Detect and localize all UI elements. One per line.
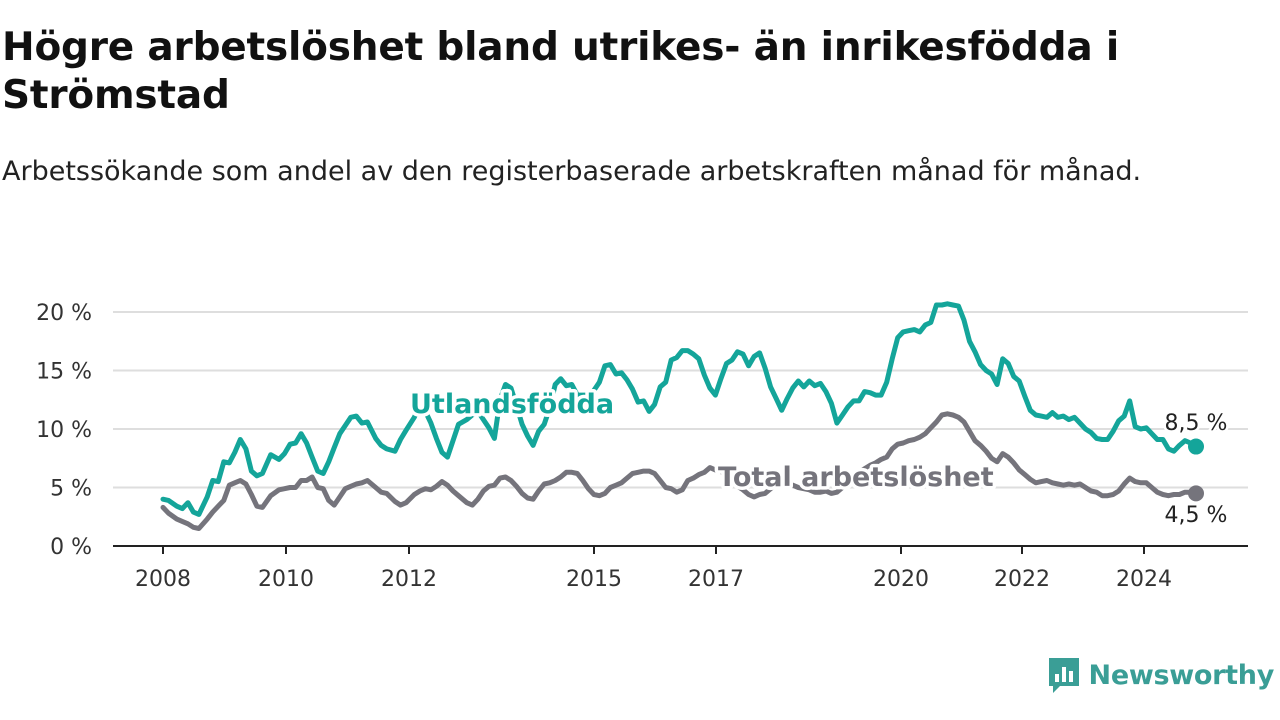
- series-name-label: Utlandsfödda: [410, 389, 614, 420]
- series-end-dot-0: [1188, 438, 1204, 455]
- series-end-value-label: 8,5 %: [1165, 411, 1228, 436]
- page-title: Högre arbetslöshet bland utrikes- än inr…: [2, 25, 1119, 118]
- y-tick-label: 10 %: [36, 418, 92, 443]
- x-tick-label: 2020: [873, 567, 929, 592]
- series-labels: Utlandsfödda Total arbetslöshet 8,5 % 4,5 %: [407, 386, 1230, 531]
- x-tick-label: 2017: [688, 567, 744, 592]
- y-tick-label: 0 %: [50, 535, 92, 560]
- y-tick-label: 20 %: [36, 301, 92, 326]
- x-tick-label: 2008: [135, 567, 191, 592]
- brand-name: Newsworthy: [1088, 659, 1275, 691]
- series-end-value-label: 4,5 %: [1165, 503, 1228, 528]
- brand-logo: Newsworthy: [1047, 656, 1274, 694]
- series-lines: [160, 301, 1204, 531]
- series-name-label: Total arbetslöshet: [718, 462, 994, 493]
- newsworthy-logo-icon: [1048, 658, 1079, 693]
- page-subtitle: Arbetssökande som andel av den registerb…: [2, 156, 1142, 187]
- x-tick-label: 2010: [258, 567, 314, 592]
- x-axis-ticks: 2008 2010 2012 2015 2017 2020 2022 2024: [135, 546, 1172, 592]
- x-tick-label: 2015: [566, 567, 622, 592]
- x-tick-label: 2024: [1116, 567, 1172, 592]
- series-line-0: [160, 301, 1199, 517]
- x-tick-label: 2012: [381, 567, 437, 592]
- series-end-dot-1: [1188, 485, 1204, 502]
- y-axis-ticks: 0 % 5 % 10 % 15 % 20 %: [36, 301, 92, 560]
- y-tick-label: 15 %: [36, 360, 92, 385]
- x-tick-label: 2022: [994, 567, 1050, 592]
- series-line-1: [160, 411, 1199, 531]
- y-tick-label: 5 %: [50, 477, 92, 502]
- gridlines: [113, 311, 1248, 547]
